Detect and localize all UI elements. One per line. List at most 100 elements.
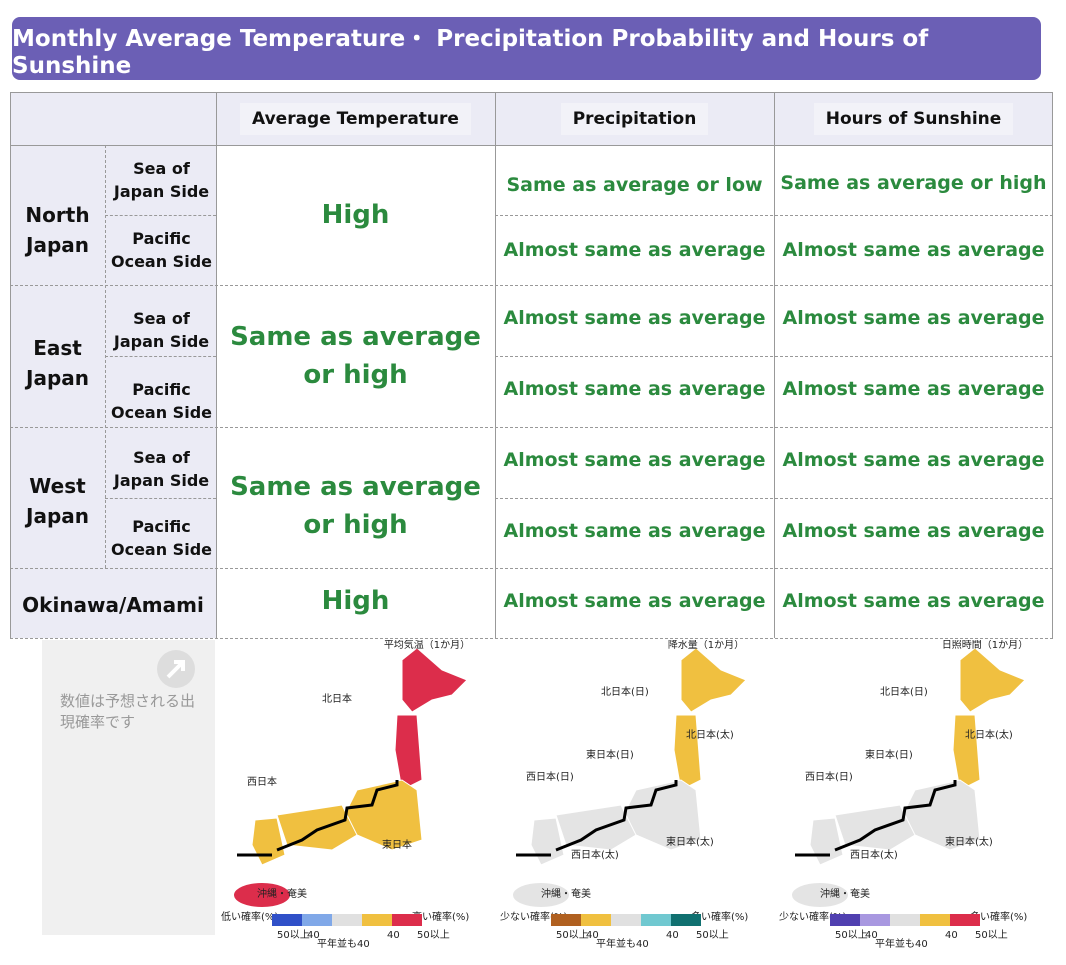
legend-swatch [581,914,611,926]
kinki-chugoku [555,804,637,851]
legend-low: 少ない確率(%) [500,910,567,923]
precipitation: Same as average or low [506,174,763,196]
legend-high: 多い確率(%) [970,910,1027,923]
temperature: Same as average or high [230,472,481,540]
map-label: 東日本(太) [666,835,714,848]
temperature: Same as average or high [230,322,481,390]
legend-tick: 50以上 [975,929,1008,941]
map-label: 北日本(太) [686,728,734,741]
precipitation: Almost same as average [503,520,766,542]
kinki-chugoku [276,804,358,851]
legend-swatch [272,914,302,926]
tohoku [673,714,702,791]
legend-swatch [551,914,581,926]
legend-tick: 50以上 [835,929,868,941]
note-box: 数値は予想される出現確率です [42,640,215,935]
kyushu [251,817,286,866]
map: 日照時間（1か月） 北日本(日) 北日本(太) 東日本(日) 西日本(日) 東日本(太) 西… [779,640,1028,950]
side: Pacific Ocean Side [110,517,212,559]
rule [10,568,1053,569]
legend-low: 少ない確率(%) [779,910,846,923]
legend-swatch [920,914,950,926]
rule [105,356,216,357]
side: Sea of Japan Side [113,309,210,351]
rule [495,356,1053,357]
map-title: 降水量（1か月） [668,640,744,651]
legend-swatch [392,914,422,926]
legend-normal: 平年並も40 [596,937,649,950]
legend-swatch [302,914,332,926]
hokkaido [959,647,1026,713]
map-label: 西日本 [247,775,277,788]
rule [10,145,1053,146]
map-label: 北日本(日) [601,685,649,698]
rule [10,638,1053,639]
region: East Japan [26,336,89,390]
sunshine: Almost same as average [782,520,1045,542]
legend-swatch [950,914,980,926]
map-label: 沖縄・奄美 [257,887,307,900]
column-header: Precipitation [495,92,774,145]
region: Okinawa/Amami [22,593,204,617]
header-text: Average Temperature [240,102,471,135]
map-label: 北日本(太) [965,728,1013,741]
map-label: 東日本(太) [945,835,993,848]
side: Pacific Ocean Side [110,229,212,271]
sunshine: Almost same as average [782,307,1045,329]
rule [774,92,775,638]
column-header: Hours of Sunshine [774,92,1053,145]
map-label: 東日本(日) [865,748,913,761]
map-label: 東日本 [382,838,412,851]
legend-tick: 50以上 [696,929,729,941]
legend-tick: 40 [865,930,878,941]
legend-swatch [830,914,860,926]
legend-tick: 40 [945,930,958,941]
legend-tick: 40 [666,930,679,941]
map: 降水量（1か月） 北日本(日) 北日本(太) 東日本(日) 西日本(日) 東日本(太) 西日… [500,640,748,950]
okinawa [513,883,569,907]
header-text: Hours of Sunshine [813,102,1014,135]
sunshine: Same as average or high [780,171,1047,194]
legend-normal: 平年並も40 [875,937,928,950]
map-label: 西日本(日) [805,770,853,783]
sunshine: Almost same as average [782,239,1045,261]
hokkaido [680,647,747,713]
row-header-bg [10,92,216,638]
kyushu [809,817,844,866]
map-title: 平均気温（1か月） [384,640,470,651]
rule [495,92,496,638]
precipitation: Almost same as average [503,378,766,400]
okinawa [234,883,290,907]
legend-swatch [332,914,362,926]
rule [495,215,1053,216]
precipitation: Almost same as average [503,449,766,471]
sunshine: Almost same as average [782,378,1045,400]
precipitation: Almost same as average [503,590,766,612]
okinawa [792,883,848,907]
region: West Japan [26,474,89,528]
sunshine: Almost same as average [782,590,1045,612]
region: North Japan [25,203,90,257]
legend-swatch [671,914,701,926]
sunshine: Almost same as average [782,449,1045,471]
legend-tick: 40 [387,930,400,941]
legend-tick: 40 [586,930,599,941]
legend-tick: 50以上 [277,929,310,941]
hokkaido [401,647,468,713]
precipitation: Almost same as average [503,307,766,329]
legend-swatch [860,914,890,926]
legend-high: 多い確率(%) [691,910,748,923]
tohoku [394,714,423,791]
legend-swatch [641,914,671,926]
boundary [555,780,678,852]
map-label: 西日本(太) [571,848,619,861]
title: Monthly Average Temperature・ Precipitati… [12,25,929,79]
temperature: High [321,586,390,616]
map-label: 西日本(太) [850,848,898,861]
map-label: 北日本 [322,692,352,705]
kinki-chugoku [834,804,916,851]
boundary [834,780,957,852]
boundary [276,780,399,852]
legend-swatch [890,914,920,926]
header-text: Precipitation [560,102,709,135]
